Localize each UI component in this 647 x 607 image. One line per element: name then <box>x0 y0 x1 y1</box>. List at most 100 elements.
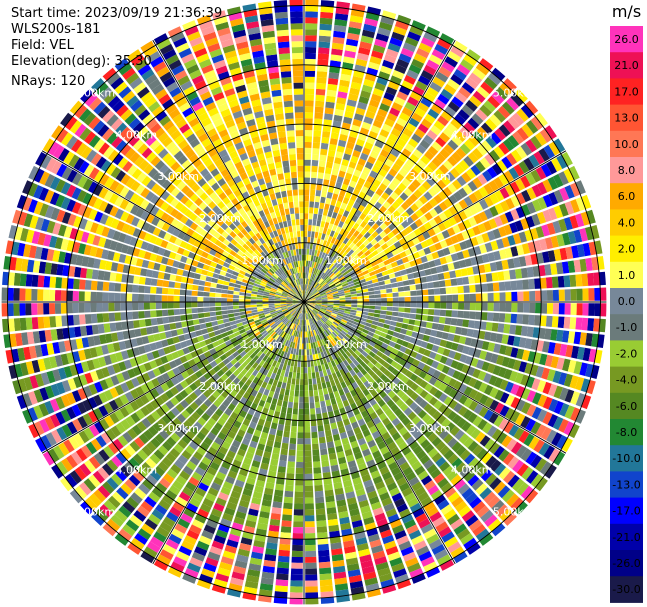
velocity-gate <box>427 448 439 459</box>
velocity-gate <box>521 388 531 400</box>
velocity-gate <box>431 251 440 260</box>
velocity-gate <box>349 416 357 424</box>
velocity-gate <box>386 293 393 298</box>
velocity-gate <box>307 272 310 279</box>
velocity-gate <box>320 585 334 593</box>
velocity-gate <box>382 10 397 20</box>
velocity-gate <box>383 540 397 550</box>
velocity-gate <box>322 369 328 377</box>
velocity-gate <box>465 514 479 527</box>
velocity-gate <box>476 255 484 265</box>
velocity-gate <box>454 269 462 278</box>
velocity-gate <box>564 201 575 215</box>
velocity-gate <box>309 297 316 301</box>
velocity-gate <box>392 69 405 80</box>
velocity-gate <box>304 426 311 433</box>
velocity-gate <box>497 485 511 499</box>
velocity-gate <box>348 316 355 321</box>
velocity-gate <box>327 303 334 305</box>
velocity-gate <box>315 262 319 269</box>
velocity-gate <box>504 281 512 291</box>
velocity-gate <box>581 317 589 331</box>
velocity-gate <box>452 414 462 425</box>
velocity-gate <box>464 258 473 267</box>
velocity-gate <box>428 295 435 302</box>
velocity-gate <box>335 181 342 189</box>
velocity-gate <box>349 235 356 242</box>
velocity-gate <box>355 413 363 421</box>
velocity-gate <box>469 496 482 509</box>
velocity-gate <box>338 276 345 282</box>
velocity-gate <box>338 85 349 93</box>
velocity-gate <box>487 95 501 109</box>
velocity-gate <box>339 295 346 299</box>
velocity-gate <box>304 373 308 380</box>
velocity-gate <box>353 426 362 435</box>
velocity-gate <box>354 283 362 288</box>
velocity-gate <box>539 128 552 143</box>
velocity-gate <box>370 358 378 366</box>
velocity-gate <box>304 509 315 516</box>
velocity-gate <box>270 458 279 466</box>
velocity-gate <box>308 279 312 286</box>
velocity-gate <box>520 104 534 119</box>
velocity-gate <box>244 302 251 305</box>
velocity-gate <box>209 287 217 293</box>
velocity-gate <box>304 396 309 403</box>
velocity-gate <box>304 284 306 291</box>
velocity-gate <box>339 242 346 250</box>
velocity-gate <box>314 249 318 257</box>
velocity-gate <box>416 434 427 445</box>
velocity-gate <box>353 482 364 491</box>
velocity-gate <box>337 341 344 348</box>
velocity-gate <box>25 288 32 301</box>
velocity-gate <box>366 6 381 16</box>
velocity-gate <box>238 295 245 299</box>
velocity-gate <box>381 123 393 133</box>
velocity-gate <box>375 226 383 235</box>
velocity-gate <box>325 501 336 509</box>
velocity-gate <box>339 305 346 309</box>
velocity-gate <box>332 291 339 295</box>
velocity-gate <box>320 148 328 156</box>
velocity-gate <box>343 312 350 317</box>
velocity-gate <box>418 249 426 257</box>
velocity-gate <box>525 215 535 228</box>
velocity-gate <box>329 66 341 74</box>
velocity-gate <box>573 259 582 273</box>
velocity-gate <box>378 262 386 268</box>
velocity-gate <box>391 102 403 112</box>
velocity-gate <box>459 354 468 363</box>
velocity-gate <box>304 343 307 350</box>
velocity-gate <box>312 142 320 149</box>
velocity-gate <box>328 318 334 323</box>
velocity-gate <box>487 252 496 262</box>
velocity-gate <box>275 435 283 443</box>
velocity-gate <box>398 291 405 297</box>
velocity-gate <box>319 442 327 450</box>
velocity-gate <box>286 473 295 480</box>
velocity-gate <box>332 277 339 283</box>
velocity-gate <box>304 260 306 267</box>
velocity-gate <box>304 438 311 445</box>
velocity-gate <box>472 225 481 236</box>
velocity-gate <box>520 218 530 230</box>
velocity-gate <box>548 398 559 412</box>
velocity-gate <box>417 123 429 134</box>
velocity-gate <box>374 290 381 295</box>
velocity-gate <box>434 43 449 55</box>
velocity-gate <box>299 337 302 344</box>
velocity-gate <box>463 470 476 482</box>
velocity-gate <box>319 319 324 325</box>
velocity-gate <box>306 248 310 255</box>
velocity-gate <box>262 302 269 304</box>
velocity-gate <box>507 235 516 246</box>
velocity-gate <box>314 282 319 289</box>
velocity-gate <box>313 136 321 143</box>
velocity-gate <box>421 413 432 424</box>
velocity-gate <box>575 409 586 424</box>
velocity-gate <box>380 149 390 158</box>
velocity-gate <box>520 374 530 386</box>
velocity-gate <box>296 366 301 373</box>
velocity-gate <box>420 255 428 263</box>
